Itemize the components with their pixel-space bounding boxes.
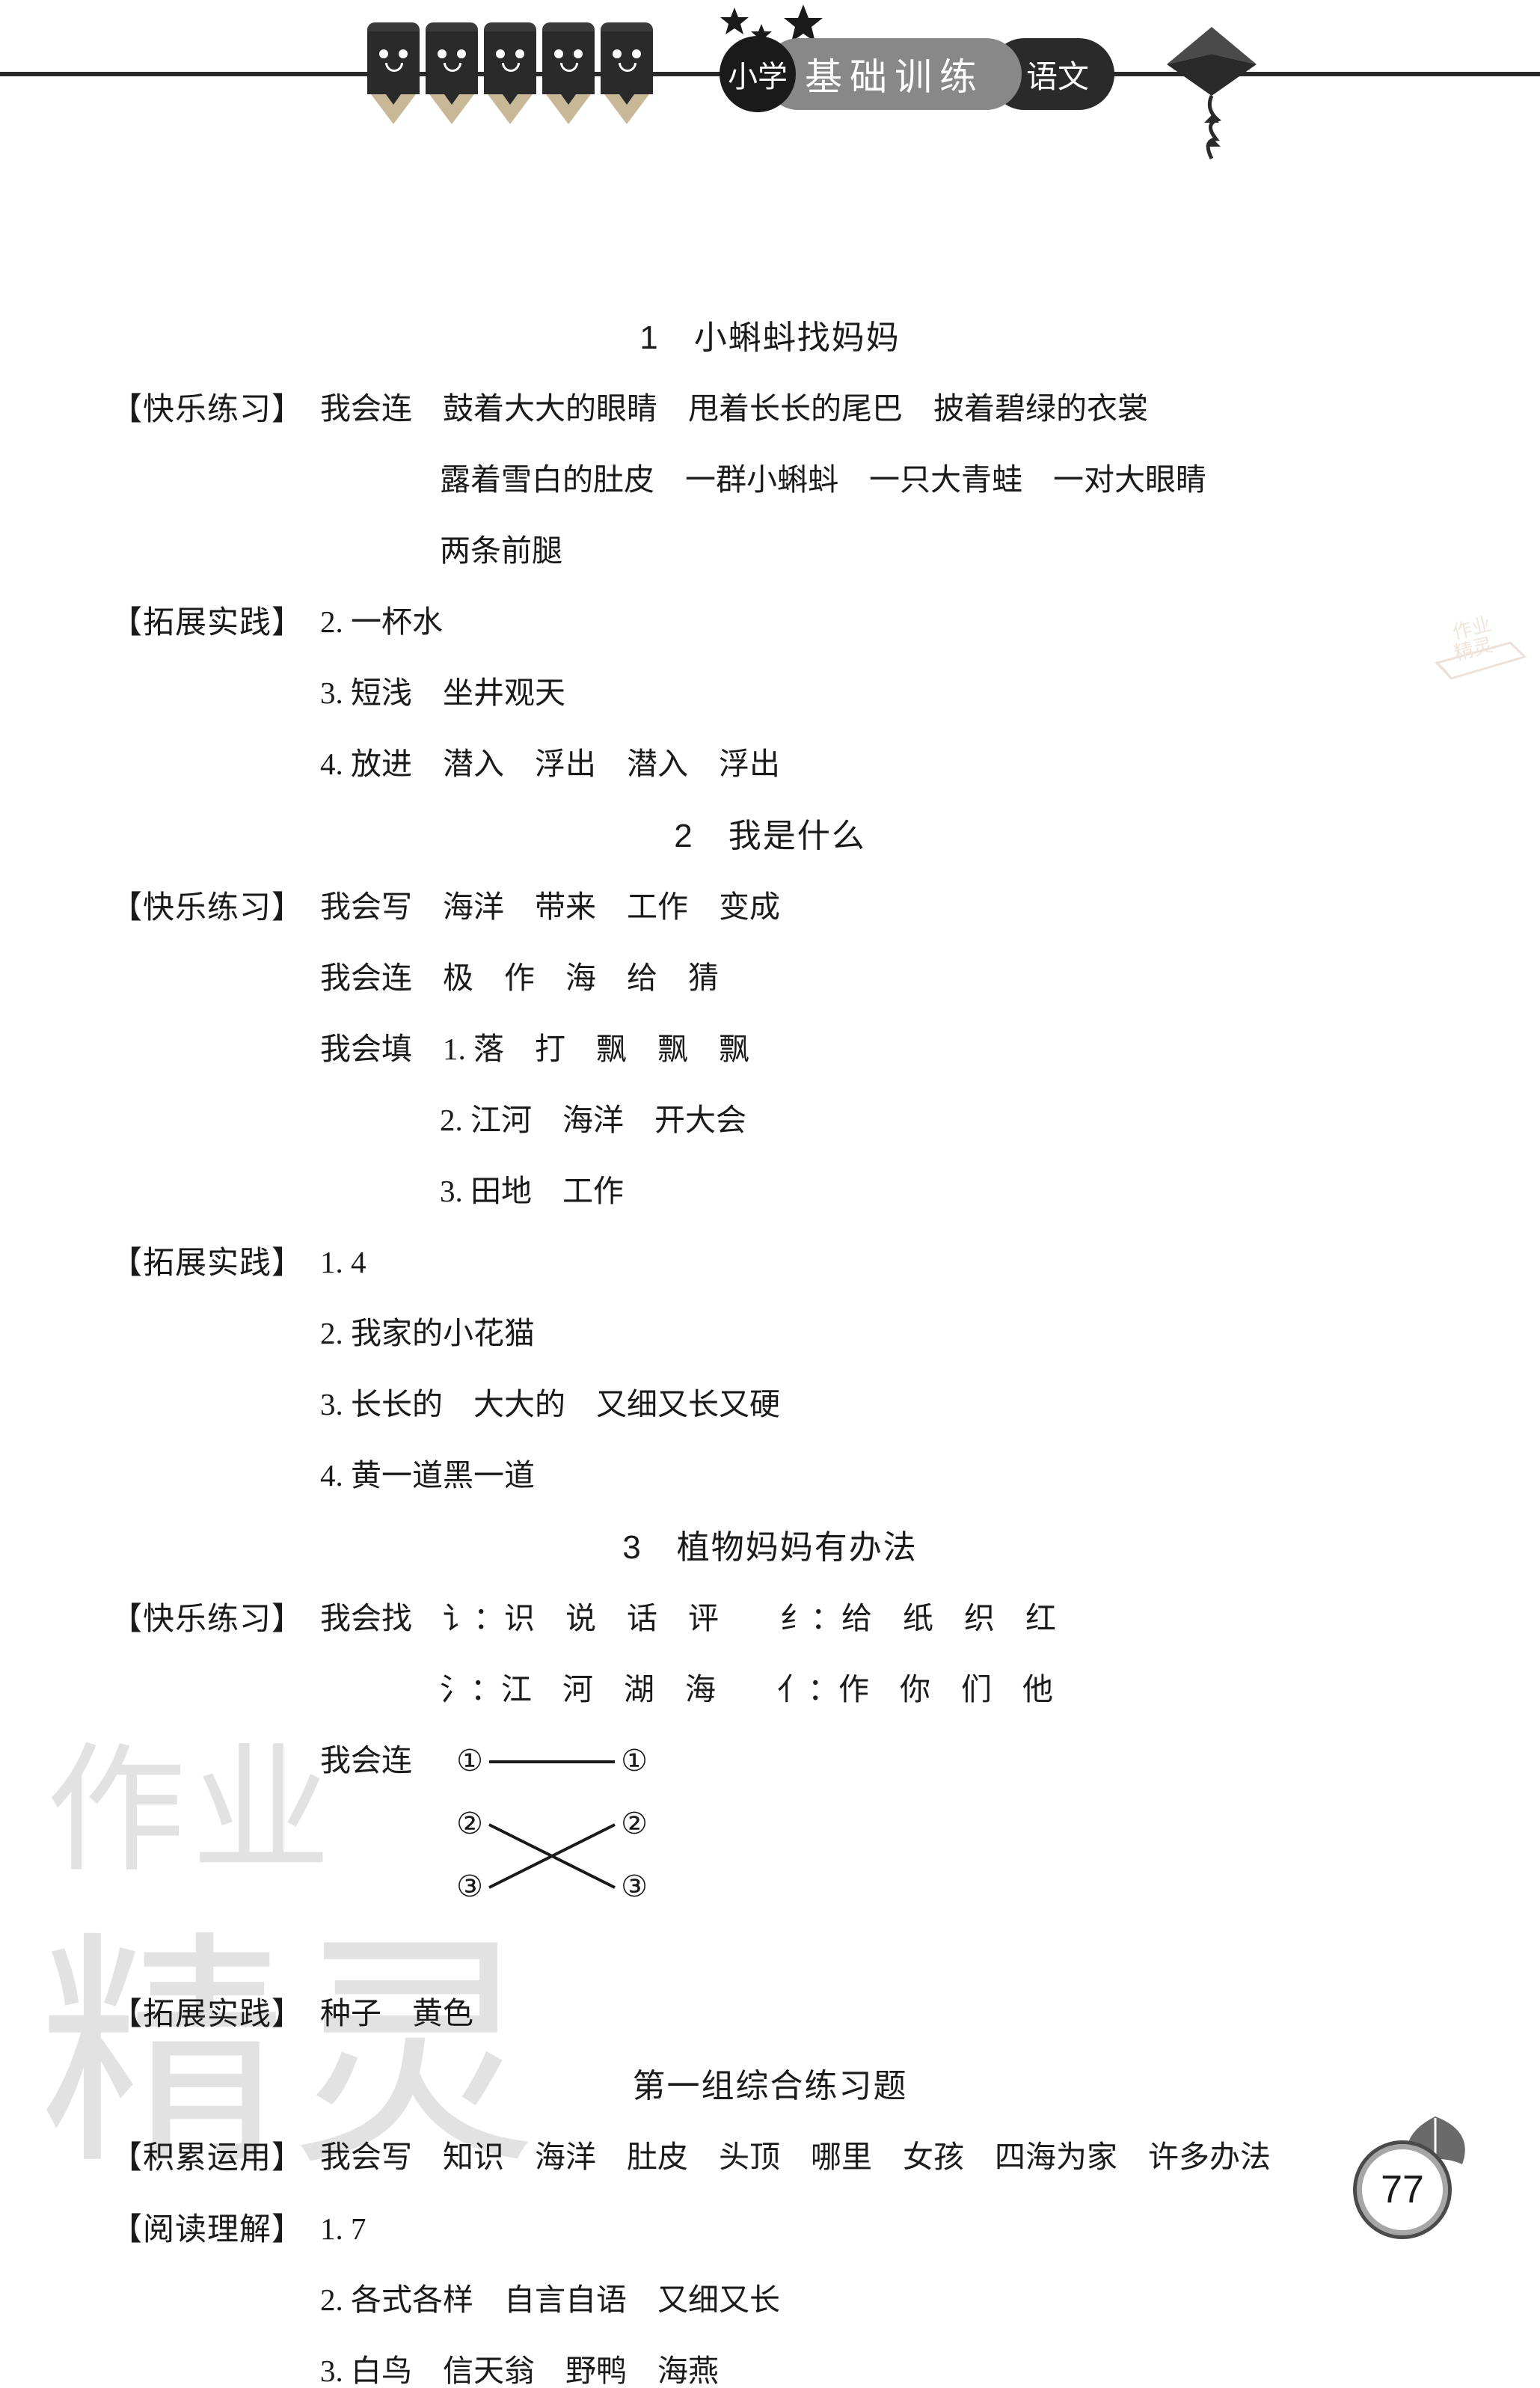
block-label: 【快乐练习】 bbox=[111, 892, 320, 923]
block-label: 【拓展实践】 bbox=[111, 607, 320, 638]
line-block: 2. 一杯水 3. 短浅 坐井观天 4. 放进 潜入 浮出 潜入 浮出 bbox=[320, 607, 1429, 780]
answer-line: 1. 4 bbox=[320, 1247, 1429, 1278]
answer-line: 3. 短浅 坐井观天 bbox=[320, 678, 1429, 708]
answer-line: 4. 黄一道黑一道 bbox=[320, 1460, 1429, 1491]
answer-line: 我会写 知识 海洋 肚皮 头顶 哪里 女孩 四海为家 许多办法 bbox=[320, 2142, 1429, 2173]
answer-block: 【快乐练习】我会写 海洋 带来 工作 变成我会连 极 作 海 给 猜我会填 1.… bbox=[111, 892, 1429, 1207]
pencil-decoration bbox=[366, 22, 654, 126]
page-header: 小学 基础训练 语文 bbox=[0, 0, 1540, 135]
svg-text:①: ① bbox=[456, 1748, 483, 1778]
svg-text:③: ③ bbox=[621, 1870, 648, 1903]
title-badge: 小学 基础训练 语文 bbox=[720, 36, 1114, 112]
block-label: 【快乐练习】 bbox=[111, 1603, 320, 1635]
block-label: 【阅读理解】 bbox=[111, 2214, 320, 2245]
answer-line: 2. 一杯水 bbox=[320, 607, 1429, 637]
svg-text:①: ① bbox=[621, 1748, 648, 1778]
answer-block: 【快乐练习】我会找 讠：识 说 话 评 纟：给 纸 织 红氵：江 河 湖 海 亻… bbox=[111, 1603, 1429, 1958]
answer-line: 4. 放进 潜入 浮出 潜入 浮出 bbox=[320, 749, 1429, 780]
series-pill: 基础训练 bbox=[763, 38, 1022, 110]
section-title: 1 小蝌蚪找妈妈 bbox=[111, 322, 1429, 355]
answer-line: 我会填 1. 落 打 飘 飘 飘 bbox=[320, 1034, 1429, 1065]
svg-text:②: ② bbox=[456, 1807, 483, 1840]
block-label: 【积累运用】 bbox=[111, 2142, 320, 2173]
answer-line: 我会连 极 作 海 给 猜 bbox=[320, 963, 1429, 994]
answer-block: 【快乐练习】我会连 鼓着大大的眼睛 甩着长长的尾巴 披着碧绿的衣裳露着雪白的肚皮… bbox=[111, 394, 1429, 566]
answer-block: 【拓展实践】2. 一杯水 3. 短浅 坐井观天 4. 放进 潜入 浮出 潜入 浮出 bbox=[111, 607, 1429, 780]
line-block: 我会写 知识 海洋 肚皮 头顶 哪里 女孩 四海为家 许多办法 bbox=[320, 2142, 1429, 2173]
answer-line: 2. 各式各样 自言自语 又细又长 bbox=[320, 2285, 1429, 2315]
page-number-badge: 77 bbox=[1350, 2128, 1473, 2251]
line-block: 我会写 海洋 带来 工作 变成我会连 极 作 海 给 猜我会填 1. 落 打 飘… bbox=[320, 892, 1429, 1207]
block-label: 【拓展实践】 bbox=[111, 1998, 320, 2030]
kite-decoration bbox=[1167, 27, 1316, 169]
block-label: 【拓展实践】 bbox=[111, 1247, 320, 1279]
grade-circle: 小学 bbox=[720, 36, 796, 112]
line-block: 种子 黄色 bbox=[320, 1998, 1429, 2029]
answer-line: 两条前腿 bbox=[320, 536, 1429, 566]
answer-block: 【拓展实践】1. 4 2. 我家的小花猫 3. 长长的 大大的 又细又长又硬 4. 黄… bbox=[111, 1247, 1429, 1491]
answer-line: 3. 田地 工作 bbox=[320, 1176, 1429, 1207]
answer-line: 1. 7 bbox=[320, 2214, 1429, 2244]
watermark-stamp: 作业 精灵 bbox=[1425, 589, 1536, 693]
section-title: 3 植物妈妈有办法 bbox=[111, 1531, 1429, 1564]
answer-line: 种子 黄色 bbox=[320, 1998, 1429, 2029]
answer-line: 2. 江河 海洋 开大会 bbox=[320, 1105, 1429, 1136]
line-block: 我会连 鼓着大大的眼睛 甩着长长的尾巴 披着碧绿的衣裳露着雪白的肚皮 一群小蝌蚪… bbox=[320, 394, 1429, 566]
answer-line: 露着雪白的肚皮 一群小蝌蚪 一只大青蛙 一对大眼睛 bbox=[320, 465, 1429, 495]
answer-line: 3. 白鸟 信天翁 野鸭 海燕 bbox=[320, 2356, 1429, 2387]
section-title: 2 我是什么 bbox=[111, 820, 1429, 853]
answer-line: 氵：江 河 湖 海 亻：作 你 们 他 bbox=[320, 1674, 1429, 1705]
page-number: 77 bbox=[1353, 2140, 1452, 2239]
block-label: 【快乐练习】 bbox=[111, 394, 320, 425]
section-title: 第一组综合练习题 bbox=[111, 2070, 1429, 2103]
line-block: 1. 4 2. 我家的小花猫 3. 长长的 大大的 又细又长又硬 4. 黄一道黑一道 bbox=[320, 1247, 1429, 1491]
answer-line: 2. 我家的小花猫 bbox=[320, 1318, 1429, 1349]
answer-block: 【拓展实践】种子 黄色 bbox=[111, 1998, 1429, 2030]
svg-text:②: ② bbox=[621, 1807, 648, 1840]
answer-line: 3. 长长的 大大的 又细又长又硬 bbox=[320, 1389, 1429, 1420]
answer-line: 我会连 鼓着大大的眼睛 甩着长长的尾巴 披着碧绿的衣裳 bbox=[320, 394, 1429, 424]
answer-line: 我会找 讠：识 说 话 评 纟：给 纸 织 红 bbox=[320, 1603, 1429, 1634]
page-content: 1 小蝌蚪找妈妈【快乐练习】我会连 鼓着大大的眼睛 甩着长长的尾巴 披着碧绿的衣… bbox=[0, 135, 1540, 2387]
answer-block: 【积累运用】我会写 知识 海洋 肚皮 头顶 哪里 女孩 四海为家 许多办法 bbox=[111, 2142, 1429, 2173]
line-block: 我会找 讠：识 说 话 评 纟：给 纸 织 红氵：江 河 湖 海 亻：作 你 们… bbox=[320, 1603, 1429, 1958]
answer-line: 我会连 ①①②②③③ bbox=[320, 1745, 1429, 1928]
answer-line: 我会写 海洋 带来 工作 变成 bbox=[320, 892, 1429, 922]
svg-text:③: ③ bbox=[456, 1870, 483, 1903]
line-block: 1. 7 2. 各式各样 自言自语 又细又长 3. 白鸟 信天翁 野鸭 海燕 bbox=[320, 2214, 1429, 2387]
answer-block: 【阅读理解】1. 7 2. 各式各样 自言自语 又细又长 3. 白鸟 信天翁 野鸭 … bbox=[111, 2214, 1429, 2387]
cross-diagram: ① ① ② ② ③ ③ bbox=[449, 1748, 696, 1928]
